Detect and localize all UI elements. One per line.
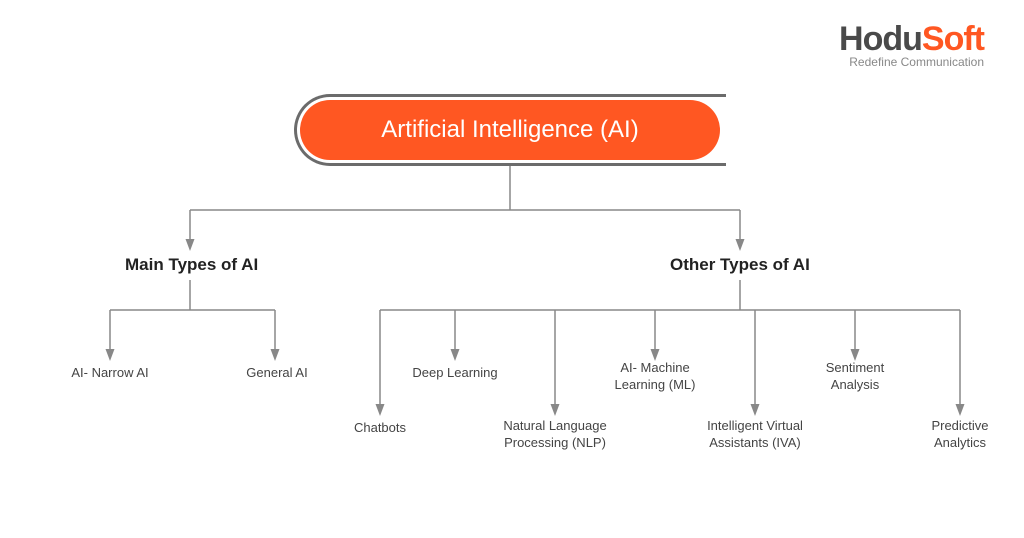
- logo-part2: Soft: [922, 20, 984, 58]
- root-node: Artificial Intelligence (AI): [300, 100, 720, 160]
- root-label: Artificial Intelligence (AI): [381, 116, 638, 144]
- logo-part1: Hodu: [839, 20, 922, 58]
- leaf-sentiment-analysis: Sentiment Analysis: [810, 360, 900, 394]
- leaf-predictive-analytics: Predictive Analytics: [920, 418, 1000, 452]
- leaf-general-ai: General AI: [237, 365, 317, 382]
- branch-main-types: Main Types of AI: [125, 255, 258, 275]
- leaf-machine-learning: AI- Machine Learning (ML): [600, 360, 710, 394]
- leaf-deep-learning: Deep Learning: [405, 365, 505, 382]
- logo-tagline: Redefine Communication: [839, 55, 984, 69]
- logo-text: HoduSoft: [839, 20, 984, 59]
- branch-other-types: Other Types of AI: [670, 255, 810, 275]
- root-pill: Artificial Intelligence (AI): [300, 100, 720, 160]
- leaf-narrow-ai: AI- Narrow AI: [65, 365, 155, 382]
- leaf-iva: Intelligent Virtual Assistants (IVA): [695, 418, 815, 452]
- leaf-nlp: Natural Language Processing (NLP): [490, 418, 620, 452]
- leaf-chatbots: Chatbots: [345, 420, 415, 437]
- brand-logo: HoduSoft Redefine Communication: [839, 20, 984, 69]
